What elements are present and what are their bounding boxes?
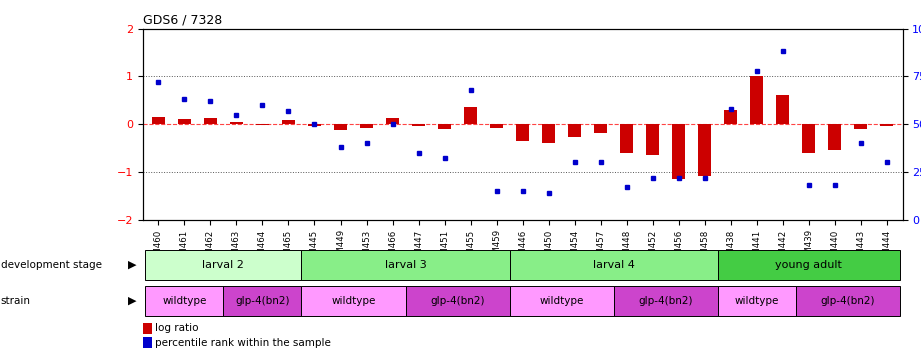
- Bar: [412, 124, 426, 126]
- Text: young adult: young adult: [775, 260, 843, 270]
- Bar: [776, 95, 789, 124]
- Text: wildtype: wildtype: [540, 296, 584, 306]
- Bar: [204, 118, 217, 124]
- Bar: [386, 118, 399, 124]
- Bar: [796, 286, 900, 316]
- Bar: [751, 76, 764, 124]
- Bar: [490, 124, 503, 128]
- Bar: [542, 124, 555, 143]
- Bar: [509, 286, 613, 316]
- Bar: [880, 124, 893, 126]
- Bar: [717, 286, 796, 316]
- Bar: [146, 286, 224, 316]
- Text: wildtype: wildtype: [332, 296, 376, 306]
- Bar: [828, 124, 842, 150]
- Text: strain: strain: [1, 296, 31, 306]
- Bar: [509, 250, 717, 280]
- Bar: [146, 250, 301, 280]
- Bar: [230, 122, 243, 124]
- Bar: [620, 124, 634, 153]
- Bar: [724, 110, 738, 124]
- Bar: [152, 117, 165, 124]
- Text: percentile rank within the sample: percentile rank within the sample: [155, 338, 331, 348]
- Bar: [717, 250, 900, 280]
- Bar: [334, 124, 347, 130]
- Text: glp-4(bn2): glp-4(bn2): [235, 296, 290, 306]
- Bar: [672, 124, 685, 179]
- Text: GDS6 / 7328: GDS6 / 7328: [143, 13, 222, 26]
- Bar: [301, 286, 405, 316]
- Bar: [282, 120, 295, 124]
- Text: glp-4(bn2): glp-4(bn2): [638, 296, 693, 306]
- Text: log ratio: log ratio: [155, 323, 198, 333]
- Bar: [224, 286, 301, 316]
- Text: glp-4(bn2): glp-4(bn2): [821, 296, 875, 306]
- Text: development stage: development stage: [1, 260, 102, 270]
- Bar: [438, 124, 451, 129]
- Bar: [516, 124, 530, 141]
- Bar: [802, 124, 815, 153]
- Bar: [613, 286, 717, 316]
- Bar: [360, 124, 373, 128]
- Bar: [464, 107, 477, 124]
- Bar: [568, 124, 581, 137]
- Bar: [308, 124, 321, 126]
- Text: wildtype: wildtype: [162, 296, 206, 306]
- Bar: [594, 124, 607, 133]
- Bar: [698, 124, 711, 176]
- Text: larval 2: larval 2: [203, 260, 244, 270]
- Bar: [405, 286, 509, 316]
- Text: larval 3: larval 3: [385, 260, 426, 270]
- Text: glp-4(bn2): glp-4(bn2): [430, 296, 484, 306]
- Text: ▶: ▶: [128, 296, 136, 306]
- Bar: [647, 124, 659, 155]
- Bar: [178, 119, 191, 124]
- Bar: [855, 124, 868, 129]
- Bar: [256, 124, 269, 125]
- Bar: [301, 250, 509, 280]
- Text: ▶: ▶: [128, 260, 136, 270]
- Text: wildtype: wildtype: [735, 296, 779, 306]
- Text: larval 4: larval 4: [593, 260, 635, 270]
